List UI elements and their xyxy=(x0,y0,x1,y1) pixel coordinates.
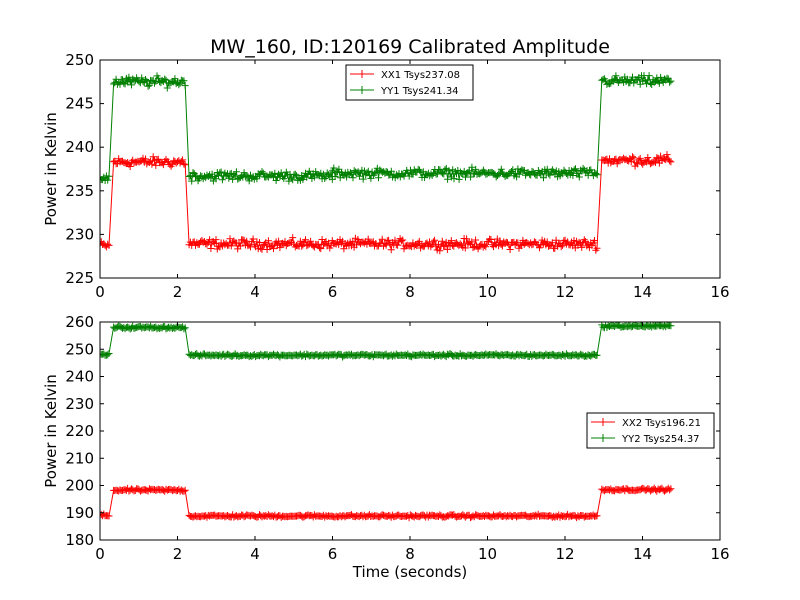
top-plot-area xyxy=(100,72,675,255)
series-yy2 xyxy=(100,322,675,361)
x-tick-label: 0 xyxy=(95,545,105,563)
legend-marker-xx1 xyxy=(358,70,366,78)
y-tick-label: 260 xyxy=(65,313,94,331)
bottom-y-axis-label: Power in Kelvin xyxy=(42,374,60,488)
legend-item-xx2: XX2 Tsys196.21 xyxy=(591,418,701,429)
x-tick-label: 10 xyxy=(478,545,497,563)
y-tick-label: 250 xyxy=(65,340,94,358)
y-tick-label: 240 xyxy=(65,368,94,386)
legend-item-xx1: XX1 Tsys237.08 xyxy=(350,70,460,81)
bottom-ticks: 0 2 4 6 8 10 12 14 16 180 190 200 210 220 230 240 250 260 xyxy=(65,313,729,563)
x-tick-label: 2 xyxy=(173,545,183,563)
x-tick-label: 2 xyxy=(173,283,183,301)
bottom-panel: 0 2 4 6 8 10 12 14 16 180 190 200 210 220 230 240 250 260… xyxy=(42,313,730,581)
legend-marker-xx2 xyxy=(599,418,607,426)
x-tick-label: 8 xyxy=(405,545,415,563)
y-tick-label: 180 xyxy=(65,531,94,549)
top-ticks: 0 2 4 6 8 10 12 14 16 225 230 235 240 245 250 xyxy=(65,51,729,301)
top-panel: 0 2 4 6 8 10 12 14 16 225 230 235 240 245 250 Power in… xyxy=(42,51,730,301)
y-tick-label: 245 xyxy=(65,95,94,113)
y-tick-label: 210 xyxy=(65,449,94,467)
top-legend-box xyxy=(345,64,474,101)
legend-label-xx1: XX1 Tsys237.08 xyxy=(381,70,460,81)
series-markers xyxy=(100,151,675,255)
chart-title: MW_160, ID:120169 Calibrated Amplitude xyxy=(210,36,610,58)
x-tick-label: 6 xyxy=(328,545,338,563)
series-xx1 xyxy=(100,151,675,255)
y-tick-label: 240 xyxy=(65,138,94,156)
x-axis-label: Time (seconds) xyxy=(352,563,468,581)
x-tick-label: 4 xyxy=(250,545,260,563)
legend-item-yy2: YY2 Tsys254.37 xyxy=(591,434,700,445)
x-tick-label: 12 xyxy=(555,545,574,563)
top-y-axis-label: Power in Kelvin xyxy=(42,112,60,226)
y-tick-label: 235 xyxy=(65,182,94,200)
series-xx2 xyxy=(100,484,675,522)
legend-item-yy1: YY1 Tsys241.34 xyxy=(350,86,459,97)
y-tick-label: 225 xyxy=(65,269,94,287)
legend-label-xx2: XX2 Tsys196.21 xyxy=(622,418,701,429)
y-tick-label: 190 xyxy=(65,504,94,522)
legend-marker-yy2 xyxy=(599,434,607,442)
legend-label-yy1: YY1 Tsys241.34 xyxy=(380,86,459,97)
x-tick-label: 12 xyxy=(555,283,574,301)
legend-marker-yy1 xyxy=(358,86,366,94)
y-tick-label: 230 xyxy=(65,225,94,243)
series-markers xyxy=(100,484,675,522)
x-tick-label: 0 xyxy=(95,283,105,301)
series-markers xyxy=(100,322,675,361)
y-tick-label: 230 xyxy=(65,395,94,413)
x-tick-label: 6 xyxy=(328,283,338,301)
series-line xyxy=(100,152,672,252)
series-yy1 xyxy=(100,72,675,185)
series-markers xyxy=(100,72,675,185)
y-tick-label: 220 xyxy=(65,422,94,440)
x-tick-label: 14 xyxy=(633,545,652,563)
y-tick-label: 200 xyxy=(65,477,94,495)
y-tick-label: 250 xyxy=(65,51,94,69)
x-tick-label: 8 xyxy=(405,283,415,301)
bottom-legend: XX2 Tsys196.21 YY2 Tsys254.37 xyxy=(586,412,715,449)
x-tick-label: 16 xyxy=(710,283,729,301)
x-tick-label: 16 xyxy=(710,545,729,563)
bottom-legend-box xyxy=(586,412,715,449)
x-tick-label: 4 xyxy=(250,283,260,301)
x-tick-label: 14 xyxy=(633,283,652,301)
legend-label-yy2: YY2 Tsys254.37 xyxy=(621,434,700,445)
x-tick-label: 10 xyxy=(478,283,497,301)
bottom-plot-area xyxy=(100,322,675,522)
top-legend: XX1 Tsys237.08 YY1 Tsys241.34 xyxy=(345,64,474,101)
